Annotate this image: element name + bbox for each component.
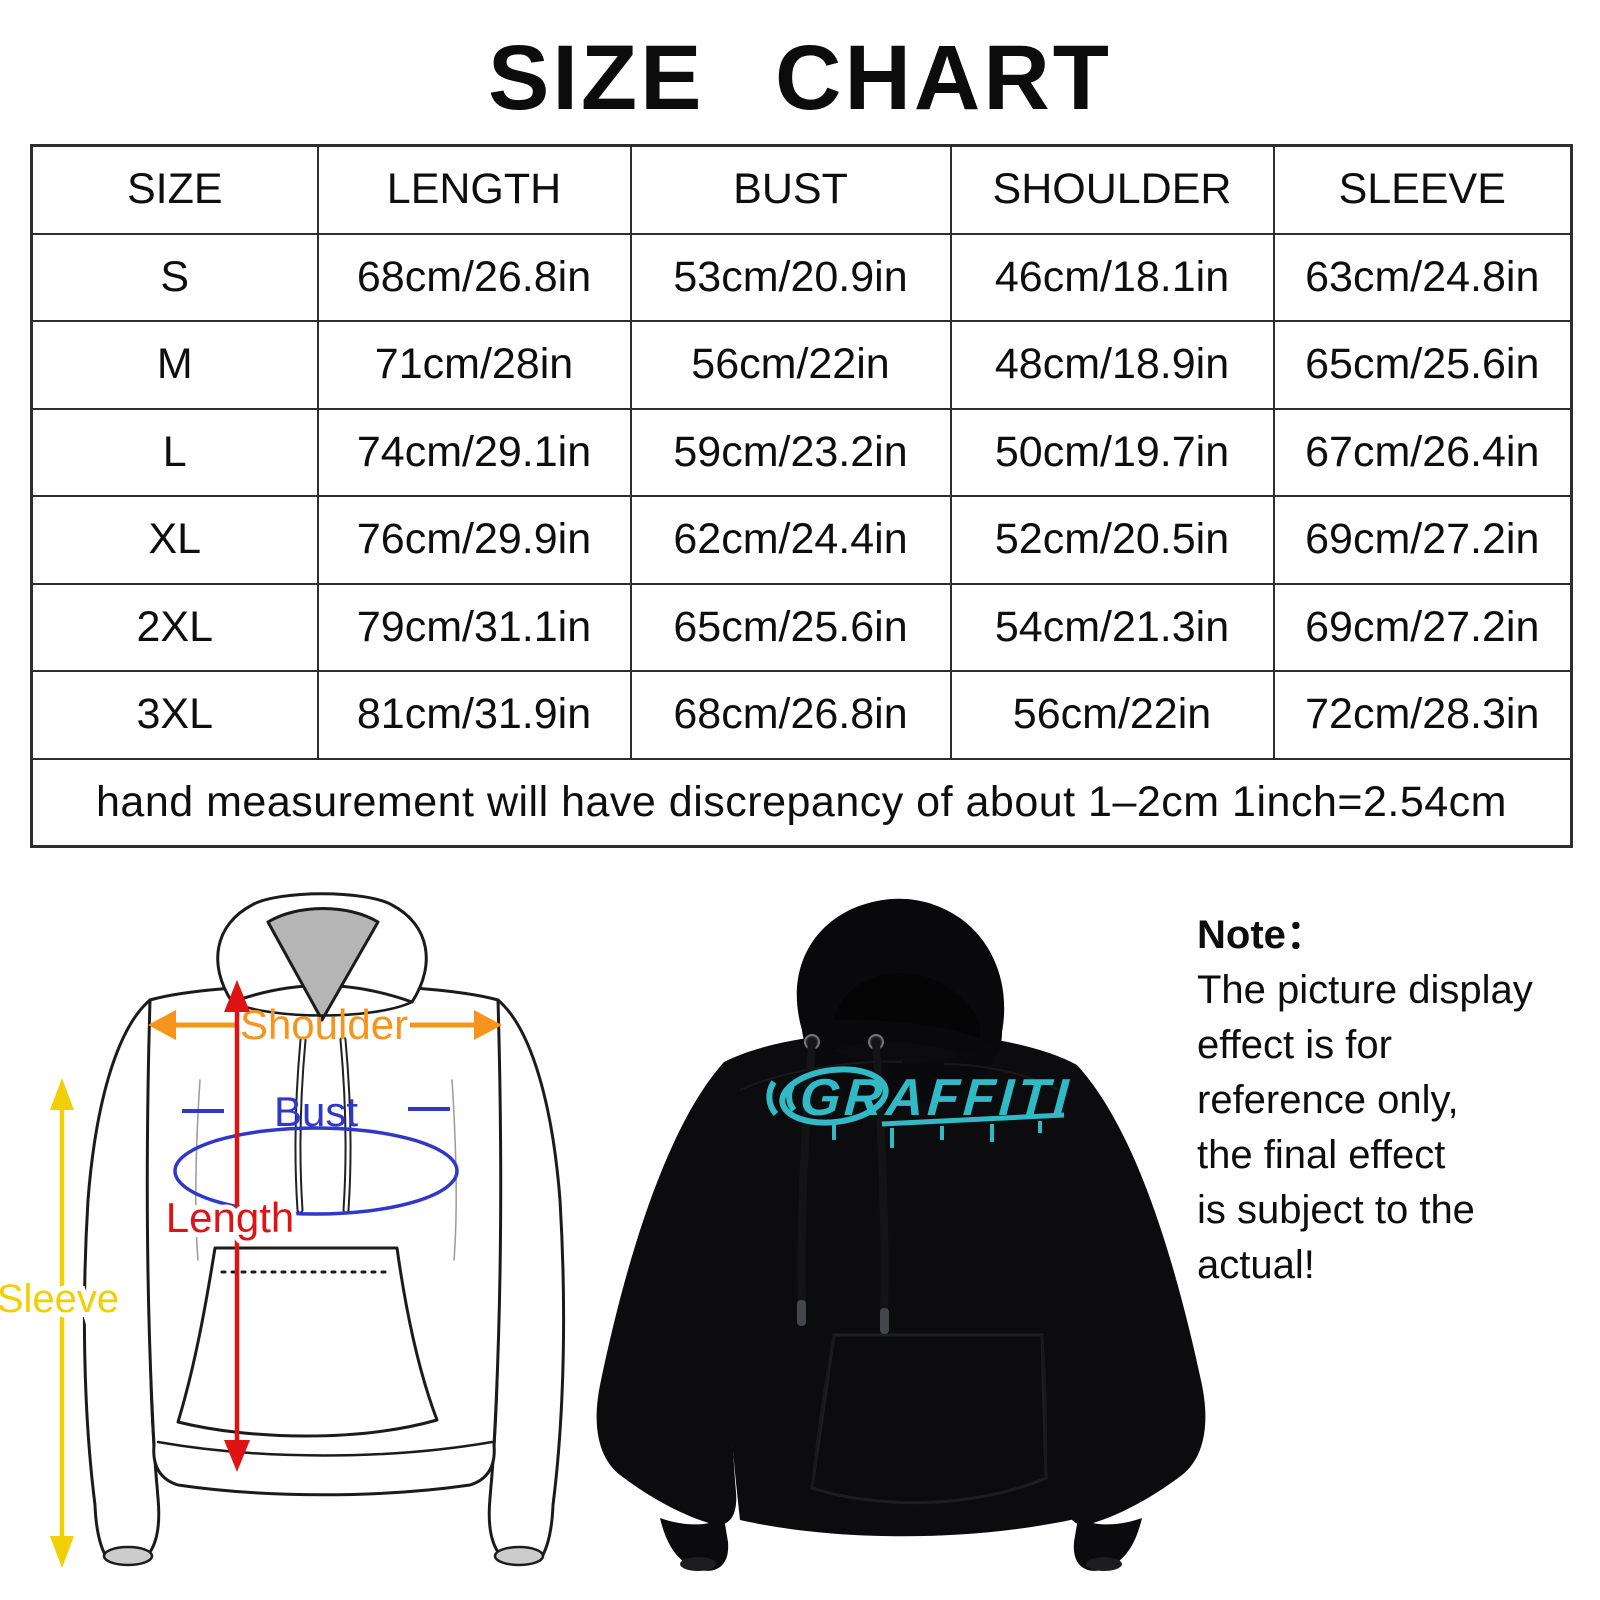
cell-bust: 53cm/20.9in bbox=[629, 232, 952, 322]
cell-size: L bbox=[30, 407, 319, 497]
length-arrow bbox=[224, 980, 250, 1472]
length-label: Length bbox=[166, 1194, 294, 1241]
column-header-sleeve: SLEEVE bbox=[1272, 144, 1573, 235]
column-header-length: LENGTH bbox=[316, 144, 632, 235]
graffiti-print: GRAFFITI bbox=[766, 1066, 1074, 1148]
bust-ellipse bbox=[173, 1107, 459, 1216]
note-line: the final effect bbox=[1197, 1133, 1446, 1177]
cell-size: XL bbox=[30, 495, 319, 585]
cell-bust: 62cm/24.4in bbox=[629, 495, 952, 585]
aglet-left bbox=[797, 1300, 806, 1326]
shoulder-crease bbox=[739, 1060, 1065, 1093]
hood-collar-line bbox=[230, 1000, 414, 1017]
cell-shoulder: 56cm/22in bbox=[949, 670, 1275, 760]
cell-bust: 65cm/25.6in bbox=[629, 582, 952, 672]
drawstring-right-core bbox=[341, 1038, 350, 1212]
cell-size: 3XL bbox=[30, 670, 319, 760]
cell-sleeve: 63cm/24.8in bbox=[1272, 232, 1573, 322]
cell-size: S bbox=[30, 232, 319, 322]
print-underline bbox=[881, 1112, 1065, 1127]
cuff-left bbox=[660, 1518, 729, 1571]
kangaroo-pocket bbox=[810, 1333, 1048, 1505]
note-line: actual! bbox=[1197, 1243, 1315, 1287]
cuff-opening-left bbox=[102, 1545, 154, 1567]
cuff-opening-right bbox=[493, 1545, 545, 1567]
table-header-row: SIZE LENGTH BUST SHOULDER SLEEVE bbox=[30, 144, 1573, 235]
table-row: L 74cm/29.1in 59cm/23.2in 50cm/19.7in 67… bbox=[30, 407, 1573, 497]
sleeve-label: Sleeve bbox=[0, 1277, 119, 1321]
cell-length: 71cm/28in bbox=[316, 320, 632, 410]
note-block: Note： The picture display effect is for … bbox=[1197, 908, 1592, 1293]
cell-length: 76cm/29.9in bbox=[316, 495, 632, 585]
drawstring-left bbox=[797, 1038, 816, 1312]
column-header-size: SIZE bbox=[30, 144, 319, 235]
cell-shoulder: 50cm/19.7in bbox=[949, 407, 1275, 497]
table-row: M 71cm/28in 56cm/22in 48cm/18.9in 65cm/2… bbox=[30, 320, 1573, 410]
size-chart-table: SIZE LENGTH BUST SHOULDER SLEEVE S 68cm/… bbox=[30, 144, 1573, 848]
table-footnote-row: hand measurement will have discrepancy o… bbox=[30, 757, 1573, 848]
note-line: effect is for bbox=[1197, 1023, 1392, 1067]
cell-bust: 59cm/23.2in bbox=[629, 407, 952, 497]
shoulder-arrow bbox=[148, 1010, 502, 1040]
cuff-opening-right bbox=[1086, 1557, 1122, 1571]
cell-size: M bbox=[30, 320, 319, 410]
fold-line bbox=[195, 1079, 201, 1261]
cell-length: 79cm/31.1in bbox=[316, 582, 632, 672]
cell-shoulder: 46cm/18.1in bbox=[949, 232, 1275, 322]
hood-lining bbox=[266, 907, 380, 1022]
bust-label: Bust bbox=[274, 1088, 358, 1135]
cell-length: 74cm/29.1in bbox=[316, 407, 632, 497]
hood-opening-shadow bbox=[834, 972, 981, 1038]
white-hoodie-outline bbox=[82, 892, 566, 1567]
sleeve-arrow bbox=[50, 1078, 74, 1568]
page-title: SIZE CHART bbox=[488, 27, 1112, 129]
aglet-right bbox=[880, 1308, 889, 1334]
cell-shoulder: 48cm/18.9in bbox=[949, 320, 1275, 410]
note-line: The picture display bbox=[1197, 968, 1533, 1012]
table-row: 3XL 81cm/31.9in 68cm/26.8in 56cm/22in 72… bbox=[30, 670, 1573, 760]
table-row: S 68cm/26.8in 53cm/20.9in 46cm/18.1in 63… bbox=[30, 232, 1573, 322]
cell-length: 68cm/26.8in bbox=[316, 232, 632, 322]
table-row: 2XL 79cm/31.1in 65cm/25.6in 54cm/21.3in … bbox=[30, 582, 1573, 672]
measurement-disclaimer: hand measurement will have discrepancy o… bbox=[30, 757, 1573, 848]
note-line: is subject to the bbox=[1197, 1188, 1475, 1232]
black-hoodie bbox=[596, 898, 1206, 1571]
cell-sleeve: 69cm/27.2in bbox=[1272, 582, 1573, 672]
cell-sleeve: 65cm/25.6in bbox=[1272, 320, 1573, 410]
pocket-side-seams bbox=[810, 1334, 1048, 1489]
print-swirl bbox=[779, 1066, 889, 1126]
cell-bust: 68cm/26.8in bbox=[629, 670, 952, 760]
cell-length: 81cm/31.9in bbox=[316, 670, 632, 760]
drawstring-left-core bbox=[296, 1038, 305, 1212]
table-row: XL 76cm/29.9in 62cm/24.4in 52cm/20.5in 6… bbox=[30, 495, 1573, 585]
cuff-right bbox=[1073, 1518, 1142, 1571]
hood-drape bbox=[802, 1030, 1002, 1104]
measurement-diagram: Shoulder Bust Length Sleeve bbox=[0, 892, 566, 1568]
cuff-opening-left bbox=[680, 1557, 716, 1571]
column-header-shoulder: SHOULDER bbox=[949, 144, 1275, 235]
shoulder-label: Shoulder bbox=[240, 1001, 408, 1048]
note-line: reference only, bbox=[1197, 1078, 1459, 1122]
cell-sleeve: 67cm/26.4in bbox=[1272, 407, 1573, 497]
hem-line bbox=[156, 1440, 494, 1457]
note-heading: Note： bbox=[1197, 913, 1326, 957]
cell-shoulder: 52cm/20.5in bbox=[949, 495, 1275, 585]
cell-shoulder: 54cm/21.3in bbox=[949, 582, 1275, 672]
column-header-bust: BUST bbox=[629, 144, 952, 235]
cell-sleeve: 69cm/27.2in bbox=[1272, 495, 1573, 585]
cell-bust: 56cm/22in bbox=[629, 320, 952, 410]
kangaroo-pocket bbox=[176, 1246, 439, 1438]
print-drips bbox=[832, 1121, 1042, 1148]
cell-sleeve: 72cm/28.3in bbox=[1272, 670, 1573, 760]
hoodie-left-sleeve bbox=[596, 1062, 760, 1525]
cell-size: 2XL bbox=[30, 582, 319, 672]
product-photo: GRAFFITI bbox=[596, 898, 1206, 1571]
